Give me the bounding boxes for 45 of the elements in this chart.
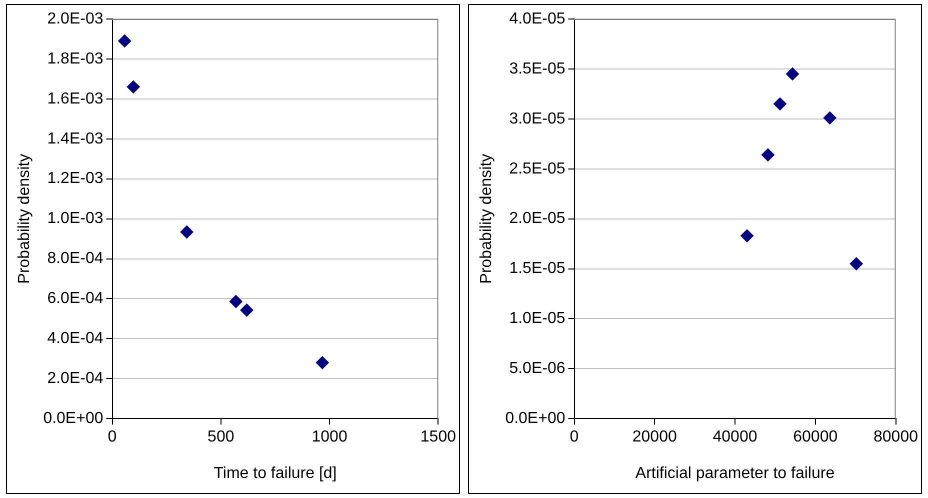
point	[180, 225, 194, 238]
y-tick-label: 0.0E+00	[43, 410, 104, 428]
point	[240, 304, 254, 317]
y-tick-label: 4.0E-05	[509, 10, 566, 28]
x-tick-label: 20000	[632, 428, 677, 446]
y-tick-label: 2.0E-05	[509, 210, 566, 228]
y-tick-label: 1.5E-05	[509, 260, 566, 278]
y-tick-label: 1.8E-03	[47, 50, 104, 68]
x-tick-label: 0	[570, 428, 579, 446]
x-tick-label: 0	[108, 428, 117, 446]
y-tick-label: 6.0E-04	[47, 290, 104, 308]
y-tick-label: 1.0E-03	[47, 210, 104, 228]
point	[786, 67, 799, 80]
y-tick-label: 8.0E-04	[47, 250, 104, 268]
y-tick-label: 2.0E-03	[47, 10, 104, 28]
x-tick-label: 60000	[793, 428, 838, 446]
x-tick-label: 500	[208, 428, 234, 446]
y-tick-label: 4.0E-04	[47, 330, 104, 348]
x-tick-label: 80000	[874, 428, 918, 446]
y-tick-label: 3.0E-05	[509, 110, 566, 128]
y-axis-title: Probability density	[16, 154, 34, 284]
x-tick-label: 1000	[312, 428, 348, 446]
y-tick-label: 1.4E-03	[47, 130, 104, 148]
point	[774, 97, 787, 110]
point	[850, 257, 863, 270]
y-tick-label: 3.5E-05	[509, 60, 566, 78]
point	[740, 229, 754, 242]
y-tick-label: 1.0E-05	[509, 310, 566, 328]
x-axis-title: Time to failure [d]	[214, 464, 337, 482]
point	[126, 80, 140, 94]
y-tick-label: 1.2E-03	[47, 170, 104, 188]
point	[229, 295, 242, 308]
point	[118, 34, 132, 48]
y-axis-title: Probability density	[478, 154, 496, 284]
point	[823, 111, 836, 124]
point	[761, 148, 774, 162]
y-tick-label: 2.0E-04	[47, 370, 104, 388]
y-tick-label: 0.0E+00	[505, 410, 566, 428]
y-tick-label: 1.6E-03	[47, 90, 104, 108]
y-tick-label: 5.0E-06	[509, 360, 566, 378]
x-tick-label: 40000	[712, 428, 758, 446]
y-tick-label: 2.5E-05	[509, 160, 566, 178]
x-axis-title: Artificial parameter to failure	[635, 464, 835, 482]
point	[316, 356, 329, 370]
x-tick-label: 1500	[420, 428, 456, 446]
